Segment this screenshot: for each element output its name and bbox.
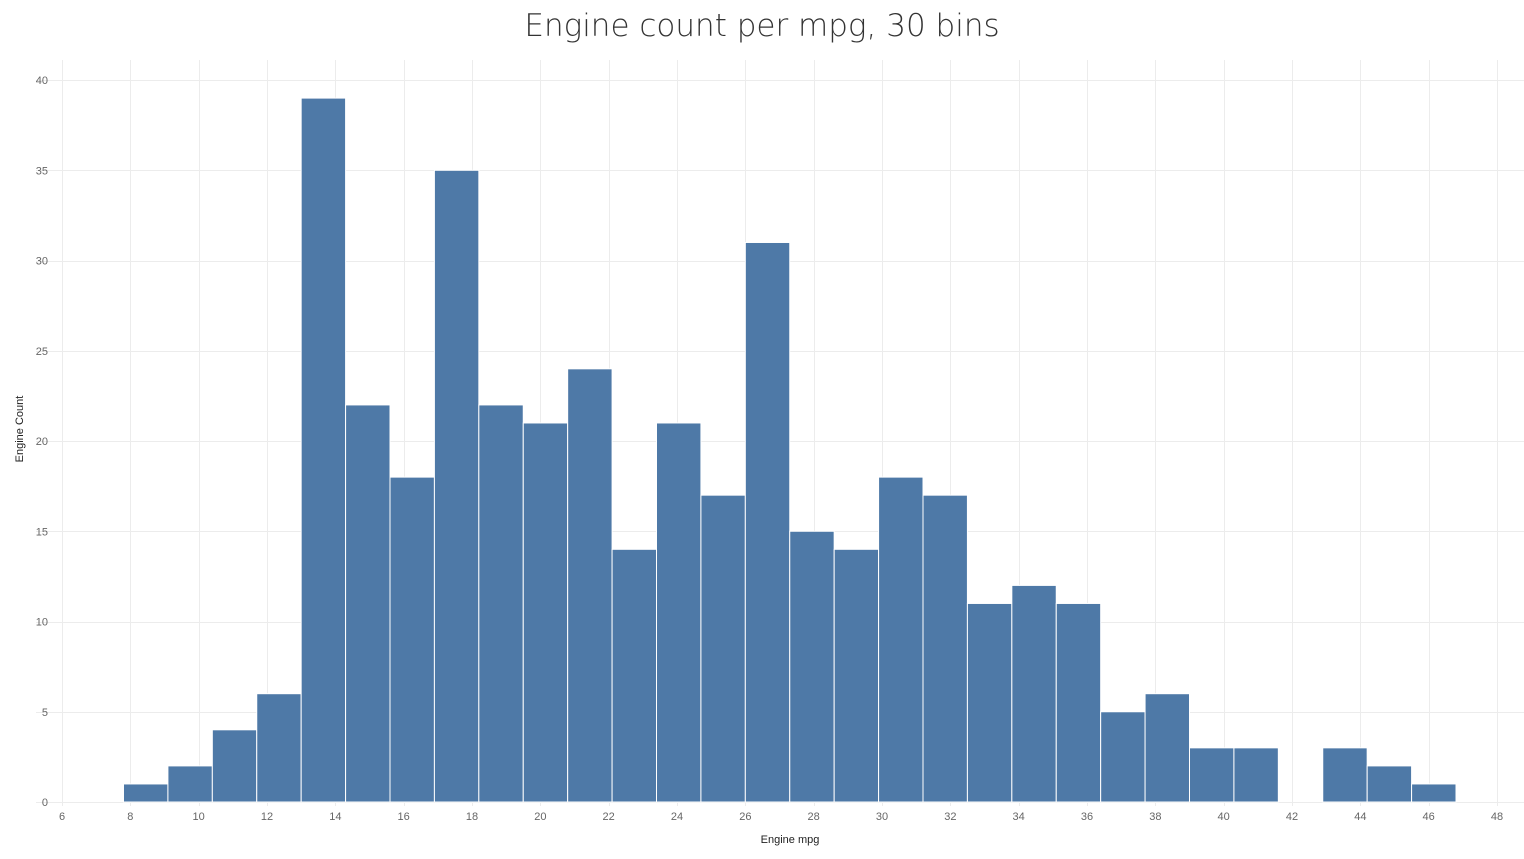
x-tick-label: 30	[876, 811, 888, 823]
x-axis-label: Engine mpg	[760, 834, 820, 846]
x-tick-label: 28	[808, 811, 820, 823]
y-tick-label: 25	[36, 346, 48, 358]
histogram-bar[interactable]	[567, 368, 613, 803]
x-axis-ticks: 6 8 10 12 14 16 18 20 22 24 26 28 30 32 34 36 38 40 42 44 46…	[59, 811, 1503, 823]
y-axis-ticks: 0 5 10 15 20 25 30 35 40	[36, 75, 48, 809]
x-tick-label: 16	[398, 811, 410, 823]
histogram-bar[interactable]	[744, 241, 791, 803]
y-tick-label: 35	[36, 165, 48, 177]
x-tick-label: 20	[534, 811, 546, 823]
y-tick-label: 20	[36, 436, 48, 448]
histogram-bar[interactable]	[211, 729, 258, 803]
x-tick-label: 22	[603, 811, 615, 823]
histogram-bar[interactable]	[1189, 747, 1235, 803]
x-tick-label: 24	[671, 811, 683, 823]
x-tick-label: 10	[193, 811, 205, 823]
histogram-bar[interactable]	[167, 765, 213, 803]
histogram-bar[interactable]	[922, 494, 968, 803]
x-tick-label: 6	[59, 811, 65, 823]
histogram-bar[interactable]	[700, 494, 746, 803]
y-tick-label: 15	[36, 526, 48, 538]
histogram-bars	[123, 97, 1457, 803]
histogram-bar[interactable]	[966, 602, 1013, 803]
chart-title: Engine count per mpg, 30 bins	[524, 8, 1000, 44]
histogram-bar[interactable]	[878, 476, 924, 803]
histogram-bar[interactable]	[1100, 711, 1146, 803]
x-tick-label: 34	[1013, 811, 1025, 823]
histogram-bar[interactable]	[522, 422, 569, 803]
x-tick-label: 18	[466, 811, 478, 823]
x-tick-label: 14	[329, 811, 341, 823]
histogram-bar[interactable]	[345, 404, 391, 803]
x-tick-label: 8	[127, 811, 133, 823]
y-tick-label: 5	[42, 707, 48, 719]
y-tick-label: 40	[36, 75, 48, 87]
x-tick-label: 40	[1218, 811, 1230, 823]
y-tick-label: 30	[36, 256, 48, 268]
histogram-bar[interactable]	[1055, 602, 1102, 803]
x-tick-label: 12	[261, 811, 273, 823]
histogram-bar[interactable]	[1011, 584, 1057, 803]
histogram-bar[interactable]	[1366, 765, 1413, 803]
x-tick-label: 46	[1423, 811, 1435, 823]
histogram-bar[interactable]	[789, 530, 835, 803]
histogram-bar[interactable]	[1233, 747, 1279, 803]
x-tick-label: 32	[944, 811, 956, 823]
x-tick-label: 42	[1286, 811, 1298, 823]
histogram-bar[interactable]	[123, 783, 169, 803]
x-tick-label: 36	[1081, 811, 1093, 823]
x-tick-label: 48	[1491, 811, 1503, 823]
histogram-bar[interactable]	[389, 476, 435, 803]
x-tick-label: 26	[739, 811, 751, 823]
histogram-bar[interactable]	[256, 693, 302, 803]
y-tick-label: 10	[36, 617, 48, 629]
histogram-bar[interactable]	[433, 169, 480, 803]
x-tick-label: 38	[1149, 811, 1161, 823]
histogram-bar[interactable]	[611, 548, 657, 803]
histogram-bar[interactable]	[1411, 783, 1457, 803]
x-tick-label: 44	[1354, 811, 1366, 823]
histogram-bar[interactable]	[1144, 693, 1191, 803]
histogram-bar[interactable]	[1322, 747, 1368, 803]
y-tick-label: 0	[42, 797, 48, 809]
histogram-bar[interactable]	[300, 97, 347, 803]
histogram-bar[interactable]	[656, 422, 702, 803]
histogram-bar[interactable]	[478, 404, 524, 803]
histogram-bar[interactable]	[833, 548, 880, 803]
